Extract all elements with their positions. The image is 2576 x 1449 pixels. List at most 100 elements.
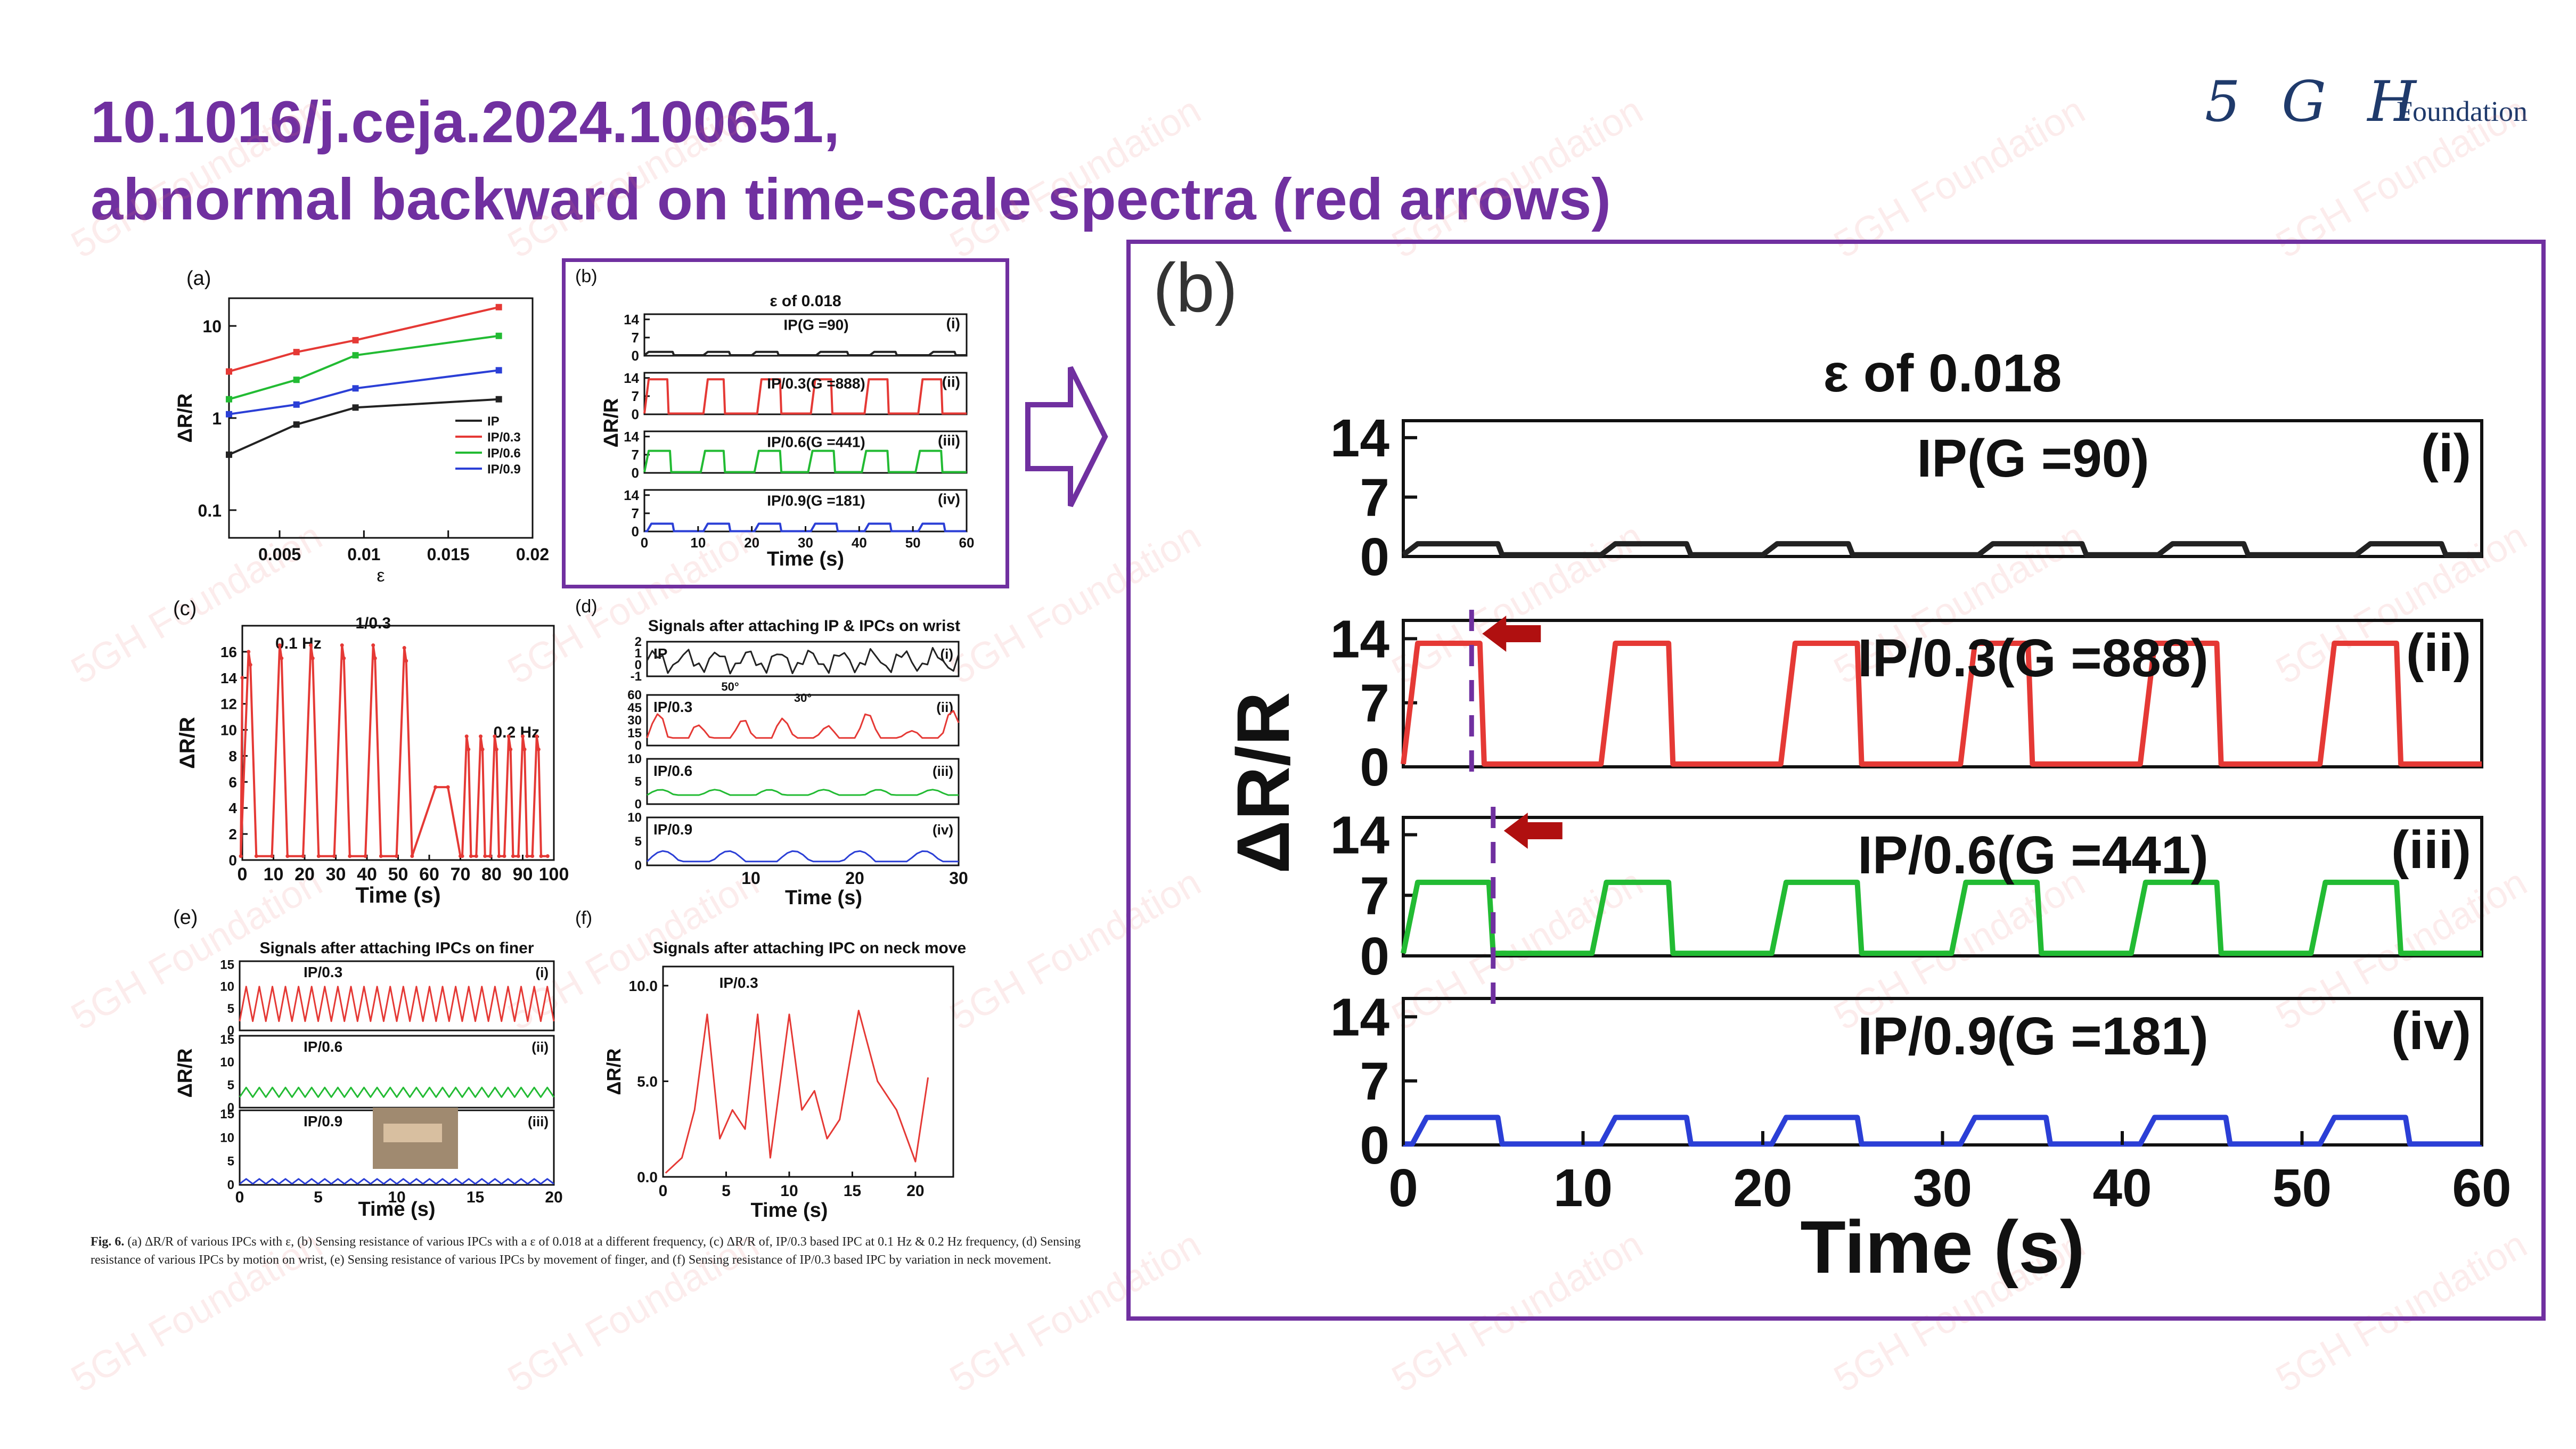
zoom-panel-series-label: IP/0.3(G =888): [1858, 628, 2209, 688]
panel-e-ytick-label: 5: [227, 1078, 234, 1092]
panel-c-point: [247, 650, 251, 654]
panel-f-ytick-label: 10.0: [629, 978, 658, 994]
panel-e-series-roman: (iii): [528, 1114, 549, 1129]
panel-e-xtick-label: 20: [545, 1189, 562, 1206]
panel-c-xtick-label: 70: [451, 864, 471, 885]
panel-f-ylabel: ΔR/R: [603, 1049, 625, 1095]
panel-e-ytick-label: 5: [227, 1002, 234, 1016]
panel-c-annotation-01hz: 0.1 Hz: [275, 635, 322, 652]
panel-c-point: [522, 747, 527, 751]
logo-wordmark: Foundation: [2397, 95, 2528, 127]
panel-f-label: (f): [575, 908, 592, 928]
zoom-panel-series-roman: (iii): [2391, 820, 2471, 880]
zoom-panel-ytick-label: 7: [1360, 866, 1389, 926]
panel-f-series-label: IP/0.3: [719, 975, 758, 991]
zoom-panel-series-label: IP(G =90): [1917, 429, 2149, 488]
panel-b-small-series-label: IP/0.3(G =888): [767, 375, 865, 391]
panel-c-point: [467, 747, 471, 751]
panel-d-ytick-label: 0: [635, 658, 642, 672]
panel-e-series-line: [239, 1086, 555, 1098]
panel-b-small-ytick-label: 14: [624, 487, 639, 503]
panel-c-xtick-label: 100: [539, 864, 569, 885]
panel-a-legend-label: IP/0.3: [487, 430, 521, 445]
panel-b-highlight-frame: [562, 258, 1009, 588]
panel-c-point: [479, 734, 483, 739]
panel-c-point: [434, 785, 438, 789]
panel-d-xtick-label: 20: [845, 869, 864, 888]
zoomed-panel-b-frame: [1126, 240, 2546, 1321]
panel-d-series-label: IP/0.6: [653, 763, 692, 779]
panel-d-subplot-frame: [646, 694, 960, 747]
panel-d-ytick-label: 5: [635, 775, 642, 789]
panel-d-ytick-label: 5: [635, 834, 642, 849]
panel-c-point: [539, 854, 543, 858]
panel-a-point: [293, 376, 300, 383]
slide-title-doi: 10.1016/j.ceja.2024.100651,: [91, 89, 840, 155]
panel-d-series-label: IP/0.3: [653, 699, 692, 715]
panel-c-point: [270, 854, 274, 858]
red-arrow-icon: [1482, 616, 1541, 652]
panel-a-point: [226, 396, 232, 403]
panel-c-ytick-label: 2: [228, 826, 237, 842]
panel-d-series-line: [646, 850, 959, 863]
panel-b-small-series-line: [643, 449, 967, 473]
panel-c-point: [342, 656, 346, 660]
panel-a-ylabel: ΔR/R: [174, 394, 197, 443]
panel-c-point: [469, 854, 473, 858]
panel-c-ytick-label: 6: [228, 774, 237, 790]
panel-c-point: [404, 659, 408, 663]
panel-c-ytick-label: 14: [220, 670, 238, 686]
caption-text: (a) ΔR/R of various IPCs with ε, (b) Sen…: [91, 1235, 1081, 1267]
panel-e-ytick-label: 0: [227, 1101, 234, 1115]
panel-e-xlabel: Time (s): [358, 1198, 435, 1221]
panel-c-ytick-label: 12: [220, 696, 237, 713]
zoom-panel-ytick-label: 14: [1330, 806, 1390, 865]
panel-b-small-ytick-label: 0: [632, 465, 639, 481]
panel-c-point: [530, 854, 535, 858]
panel-e-subplot-frame: [239, 960, 555, 1032]
panel-c-point: [402, 646, 406, 650]
panel-c-point: [521, 734, 525, 739]
panel-a-xtick-label: 0.005: [258, 545, 301, 564]
panel-d-annotation-30deg: 30°: [794, 691, 812, 705]
panel-c-point: [511, 854, 515, 858]
slide-title-description: abnormal backward on time-scale spectra …: [91, 167, 1611, 232]
panel-a-series-line: [228, 398, 499, 456]
panel-e-ytick-label: 10: [220, 1131, 234, 1145]
panel-c-point: [493, 734, 497, 739]
panel-d-subplot-frame: [646, 816, 960, 866]
panel-c-point: [506, 734, 511, 739]
zoom-panel-ytick-label: 0: [1360, 1116, 1389, 1175]
zoom-panel-ytick-label: 7: [1360, 468, 1389, 527]
panel-b-small-ytick-label: 7: [632, 447, 639, 463]
panel-d-label: (d): [575, 596, 598, 617]
panel-e-series-label: IP/0.6: [304, 1038, 342, 1055]
panel-a-point: [352, 337, 359, 343]
panel-f-xtick-label: 0: [659, 1182, 668, 1200]
panel-b-small-series-line: [644, 522, 967, 533]
panel-b-small-ytick-label: 14: [624, 312, 639, 328]
zoom-panel-ytick-label: 7: [1360, 1052, 1389, 1111]
panel-a-point: [495, 304, 502, 310]
panel-b-small-series-roman: (ii): [942, 374, 960, 390]
panel-c-xtick-label: 10: [264, 864, 284, 885]
panel-b-small-xtick-label: 10: [690, 535, 706, 551]
panel-c-label: (c): [173, 597, 197, 620]
zoom-panel-ytick-label: 14: [1330, 609, 1390, 669]
panel-e-finger-photo-detail: [383, 1124, 442, 1142]
panel-b-small-xlabel: Time (s): [767, 548, 844, 570]
panel-c-point: [494, 747, 498, 751]
panel-c-point: [488, 854, 493, 858]
panel-a-point: [293, 401, 300, 408]
panel-f-series-line: [665, 1010, 929, 1174]
zoom-panel-series-line: [1403, 1115, 2482, 1147]
panel-d-series-line: [647, 789, 959, 796]
zoom-panel-series-label: IP/0.6(G =441): [1858, 825, 2209, 885]
panel-e-ytick-label: 15: [220, 958, 234, 972]
panel-b-small-xtick-label: 30: [798, 535, 813, 551]
zoom-panel-ytick-label: 14: [1330, 408, 1390, 468]
panel-c-xtick-label: 90: [513, 864, 533, 885]
panel-a-point: [352, 404, 359, 411]
panel-a-legend-label: IP: [487, 414, 500, 429]
